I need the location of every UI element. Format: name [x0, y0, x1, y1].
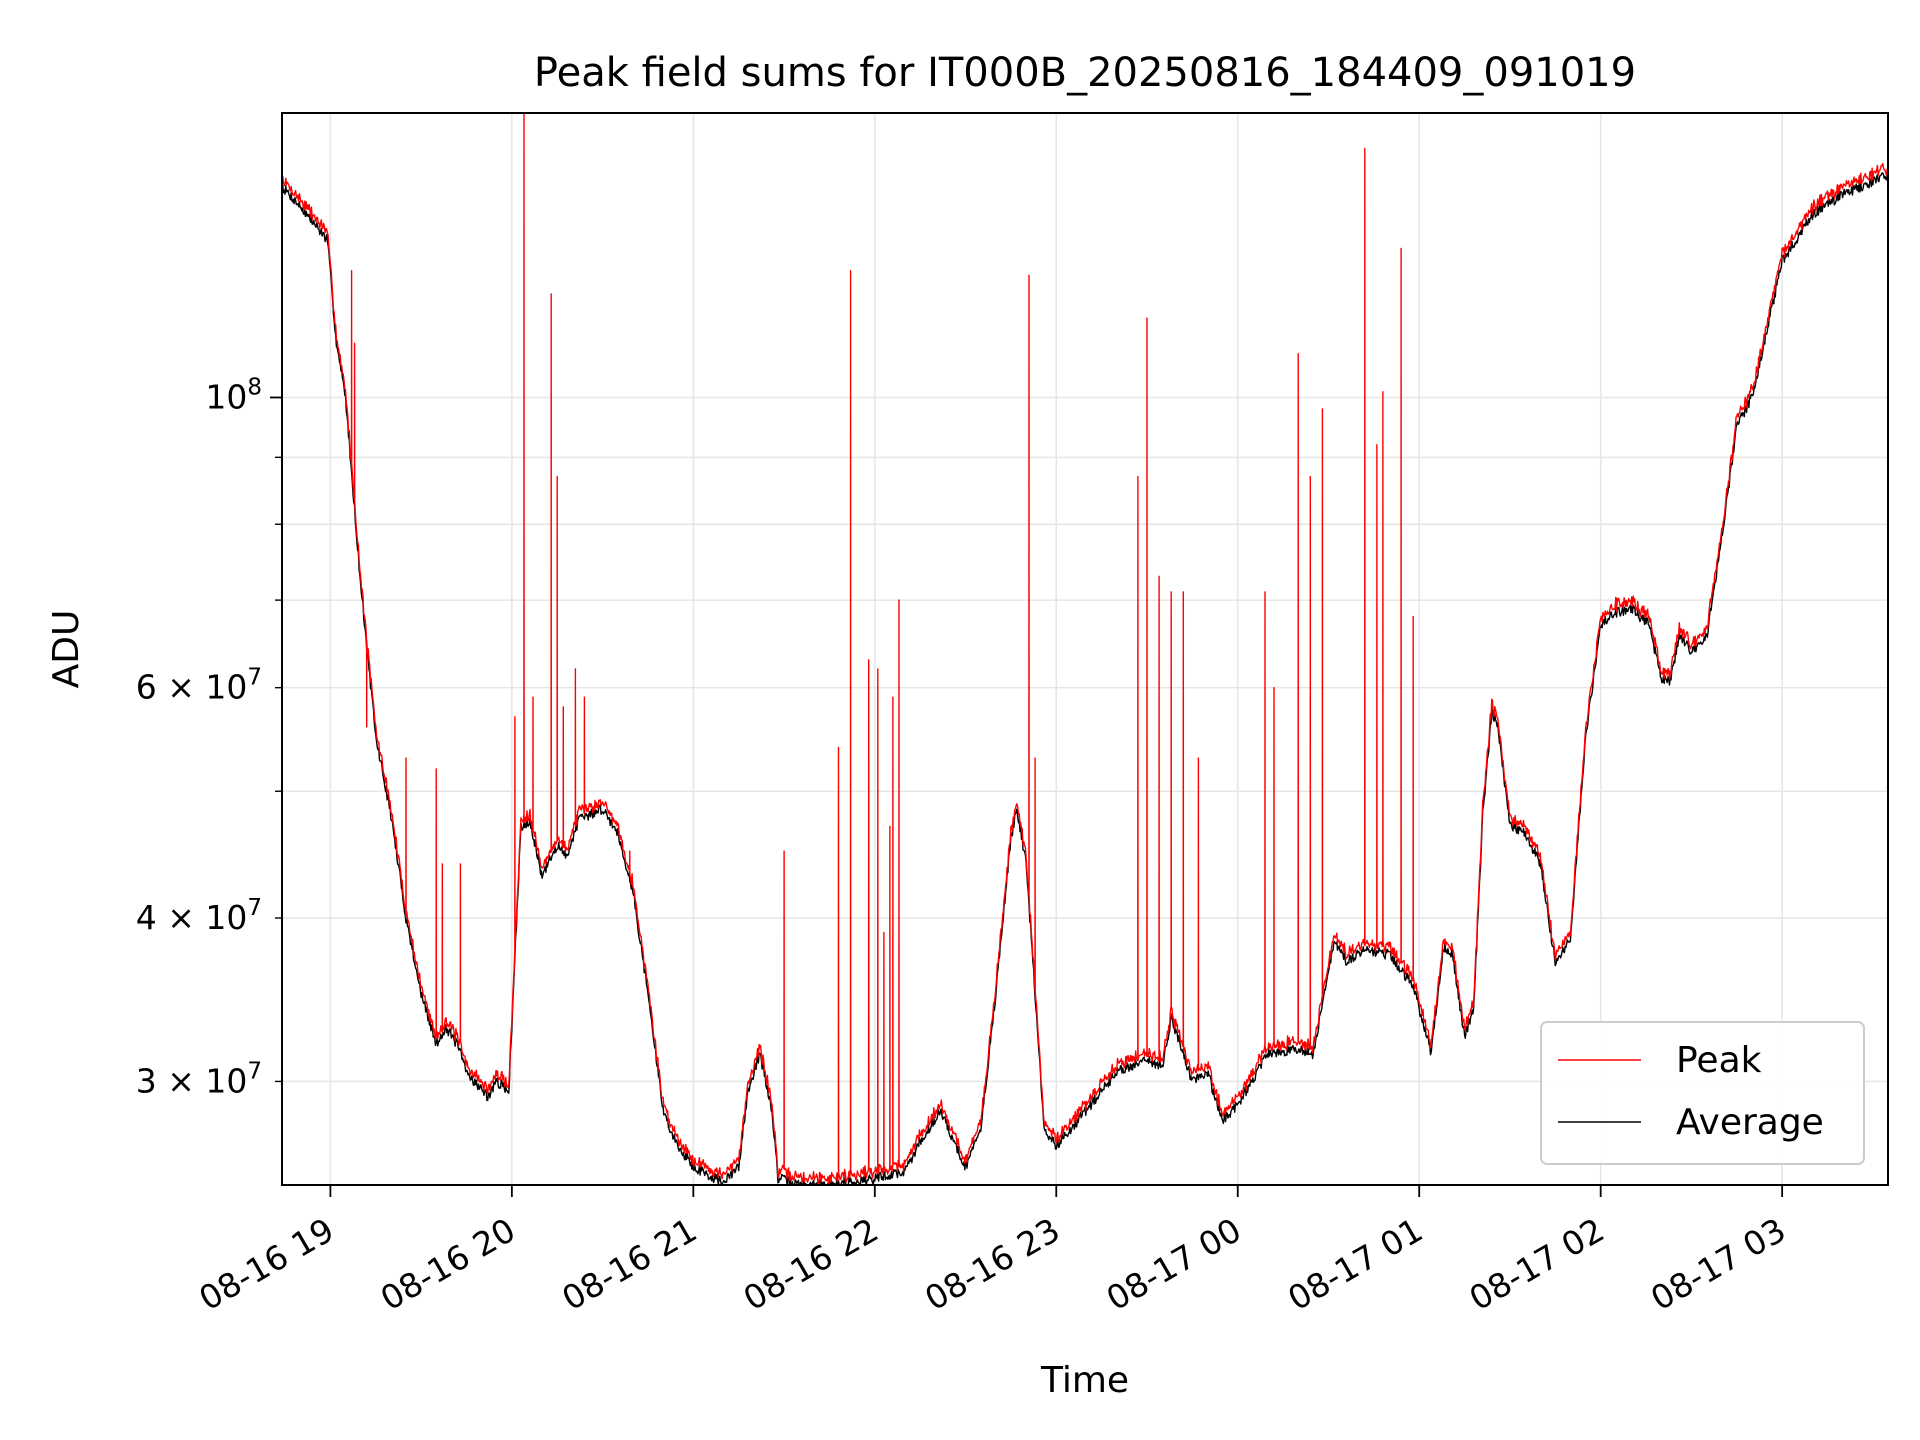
y-tick-label: 4 × 107 [136, 895, 262, 937]
plot-frame [281, 112, 1889, 1186]
legend: Peak Average [1540, 1021, 1865, 1165]
legend-box [1540, 1021, 1865, 1165]
legend-peak-label: Peak [1676, 1040, 1762, 1081]
y-tick-label: 6 × 107 [136, 665, 262, 707]
chart-title: Peak field sums for IT000B_20250816_1844… [534, 50, 1636, 96]
y-axis: 108 3 × 107 4 × 107 6 × 107 [136, 374, 282, 1100]
x-axis-label: Time [1040, 1360, 1129, 1401]
legend-average-label: Average [1676, 1102, 1824, 1143]
y-axis-label: ADU [46, 610, 87, 689]
grid-layer [282, 113, 1888, 1185]
y-tick-label: 108 [205, 374, 262, 416]
peak-series-line [281, 112, 1889, 1186]
y-tick-label: 3 × 107 [136, 1058, 262, 1100]
peak-line-layer [281, 112, 1889, 1186]
